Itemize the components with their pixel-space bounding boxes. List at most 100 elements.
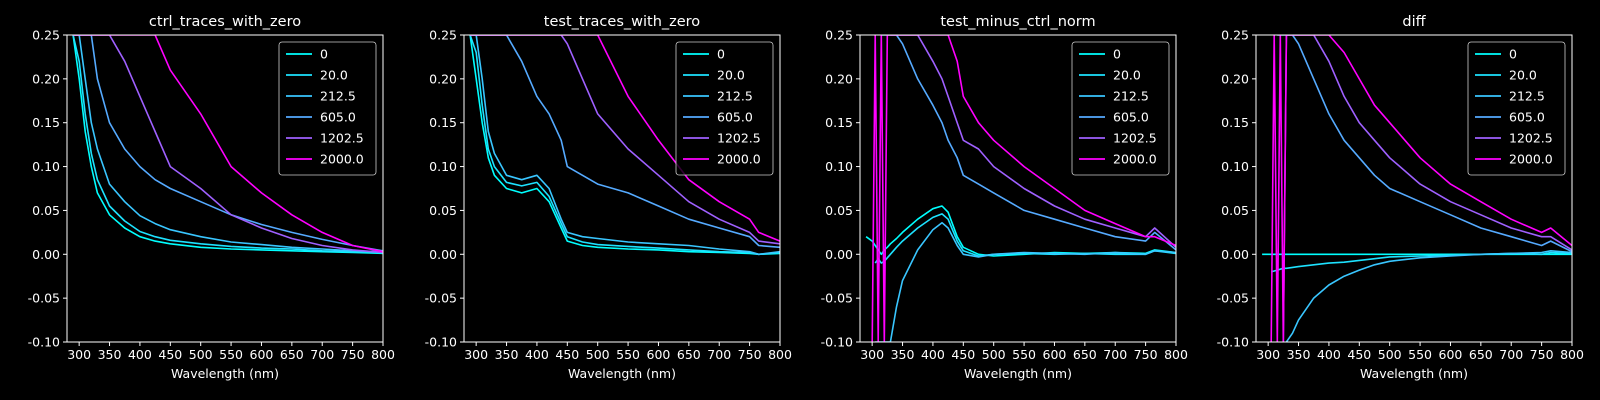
chart-panel: 300 350 400 450 500 550 600 650 700 750 800 -0.10 -0… bbox=[425, 14, 792, 381]
chart-title: test_traces_with_zero bbox=[544, 14, 701, 30]
x-tick-label: 700 bbox=[1499, 347, 1523, 362]
series-line bbox=[1285, 250, 1572, 342]
x-tick-label: 800 bbox=[1164, 347, 1188, 362]
legend-entry: 1202.5 bbox=[1509, 131, 1553, 146]
legend-entry: 2000.0 bbox=[320, 152, 364, 167]
series-lines bbox=[72, 35, 383, 255]
y-tick-label: -0.05 bbox=[425, 291, 457, 306]
y-tick-label: 0.15 bbox=[1221, 115, 1249, 130]
chart-panel: 300 350 400 450 500 550 600 650 700 750 800 -0.10 -0… bbox=[1217, 14, 1584, 381]
series-line bbox=[470, 35, 780, 256]
x-tick-label: 300 bbox=[860, 347, 884, 362]
series-line bbox=[72, 35, 383, 255]
series-line bbox=[469, 35, 780, 256]
x-tick-label: 450 bbox=[1347, 347, 1371, 362]
y-tick-label: 0.15 bbox=[825, 115, 853, 130]
y-tick-label: -0.05 bbox=[28, 291, 60, 306]
legend-entry: 212.5 bbox=[1509, 89, 1545, 104]
series-line bbox=[73, 35, 383, 254]
series-line bbox=[72, 35, 383, 254]
series-line bbox=[470, 35, 780, 245]
series-line bbox=[881, 35, 1176, 251]
y-tick-label: 0.15 bbox=[32, 115, 60, 130]
legend-entry: 1202.5 bbox=[1113, 131, 1157, 146]
y-tick-label: -0.10 bbox=[425, 335, 457, 350]
x-tick-label: 300 bbox=[67, 347, 91, 362]
chart-panel: 300 350 400 450 500 550 600 650 700 750 800 -0.10 -0… bbox=[821, 14, 1188, 381]
x-tick-label: 500 bbox=[1378, 347, 1402, 362]
y-tick-label: 0.10 bbox=[32, 159, 60, 174]
chart-title: test_minus_ctrl_norm bbox=[940, 14, 1095, 30]
x-tick-label: 800 bbox=[371, 347, 395, 362]
series-line bbox=[73, 35, 383, 252]
y-tick-label: 0.25 bbox=[429, 28, 457, 43]
series-line bbox=[1270, 35, 1572, 342]
y-tick-label: 0.05 bbox=[825, 203, 853, 218]
x-tick-label: 750 bbox=[1530, 347, 1554, 362]
x-tick-label: 650 bbox=[677, 347, 701, 362]
x-tick-label: 700 bbox=[707, 347, 731, 362]
x-tick-label: 600 bbox=[1043, 347, 1067, 362]
x-tick-label: 800 bbox=[768, 347, 792, 362]
legend-entry: 20.0 bbox=[717, 68, 745, 83]
y-tick-label: 0.25 bbox=[825, 28, 853, 43]
series-line bbox=[470, 35, 780, 249]
x-tick-label: 300 bbox=[1256, 347, 1280, 362]
y-tick-label: -0.05 bbox=[1217, 291, 1249, 306]
axes-frame bbox=[463, 34, 781, 343]
legend-entry: 2000.0 bbox=[1113, 152, 1157, 167]
legend-entry: 20.0 bbox=[1113, 68, 1141, 83]
x-tick-label: 750 bbox=[341, 347, 365, 362]
y-tick-label: -0.10 bbox=[1217, 335, 1249, 350]
legend-entry: 605.0 bbox=[1509, 110, 1545, 125]
x-tick-label: 450 bbox=[555, 347, 579, 362]
x-tick-label: 500 bbox=[982, 347, 1006, 362]
series-line bbox=[73, 35, 383, 253]
x-tick-label: 700 bbox=[1103, 347, 1127, 362]
y-tick-label: -0.05 bbox=[821, 291, 853, 306]
y-tick-label: 0.20 bbox=[825, 71, 853, 86]
x-tick-label: 350 bbox=[98, 347, 122, 362]
axes-frame bbox=[1255, 34, 1573, 343]
legend-entry: 0 bbox=[1113, 47, 1121, 62]
x-axis-label: Wavelength (nm) bbox=[171, 366, 279, 381]
y-tick-label: 0.25 bbox=[1221, 28, 1249, 43]
x-tick-label: 600 bbox=[250, 347, 274, 362]
y-tick-label: 0.20 bbox=[429, 71, 457, 86]
x-tick-label: 350 bbox=[495, 347, 519, 362]
y-tick-label: -0.10 bbox=[821, 335, 853, 350]
legend-entry: 212.5 bbox=[1113, 89, 1149, 104]
y-tick-label: 0.05 bbox=[32, 203, 60, 218]
y-tick-label: 0.00 bbox=[825, 247, 853, 262]
axes-frame bbox=[859, 34, 1177, 343]
y-tick-label: 0.05 bbox=[429, 203, 457, 218]
series-lines bbox=[1262, 35, 1572, 342]
series-line bbox=[73, 35, 383, 253]
x-tick-label: 550 bbox=[616, 347, 640, 362]
legend-entry: 0 bbox=[717, 47, 725, 62]
series-line bbox=[890, 35, 1176, 248]
x-axis-label: Wavelength (nm) bbox=[1360, 366, 1468, 381]
legend-entry: 1202.5 bbox=[320, 131, 364, 146]
x-tick-label: 650 bbox=[280, 347, 304, 362]
legend-entry: 0 bbox=[320, 47, 328, 62]
legend-entry: 1202.5 bbox=[717, 131, 761, 146]
x-tick-label: 450 bbox=[951, 347, 975, 362]
y-tick-label: 0.15 bbox=[429, 115, 457, 130]
x-tick-label: 650 bbox=[1469, 347, 1493, 362]
legend-entry: 2000.0 bbox=[1509, 152, 1553, 167]
y-tick-label: 0.05 bbox=[1221, 203, 1249, 218]
legend-entry: 605.0 bbox=[717, 110, 753, 125]
legend-entry: 0 bbox=[1509, 47, 1517, 62]
x-axis-label: Wavelength (nm) bbox=[568, 366, 676, 381]
x-tick-label: 800 bbox=[1560, 347, 1584, 362]
axes-frame bbox=[66, 34, 384, 343]
chart-panel: 300 350 400 450 500 550 600 650 700 750 800 -0.10 -0… bbox=[28, 14, 395, 381]
x-tick-label: 750 bbox=[1134, 347, 1158, 362]
y-tick-label: 0.00 bbox=[1221, 247, 1249, 262]
series-line bbox=[1282, 35, 1572, 342]
x-tick-label: 500 bbox=[189, 347, 213, 362]
y-tick-label: 0.10 bbox=[825, 159, 853, 174]
legend-entry: 212.5 bbox=[717, 89, 753, 104]
x-tick-label: 550 bbox=[219, 347, 243, 362]
